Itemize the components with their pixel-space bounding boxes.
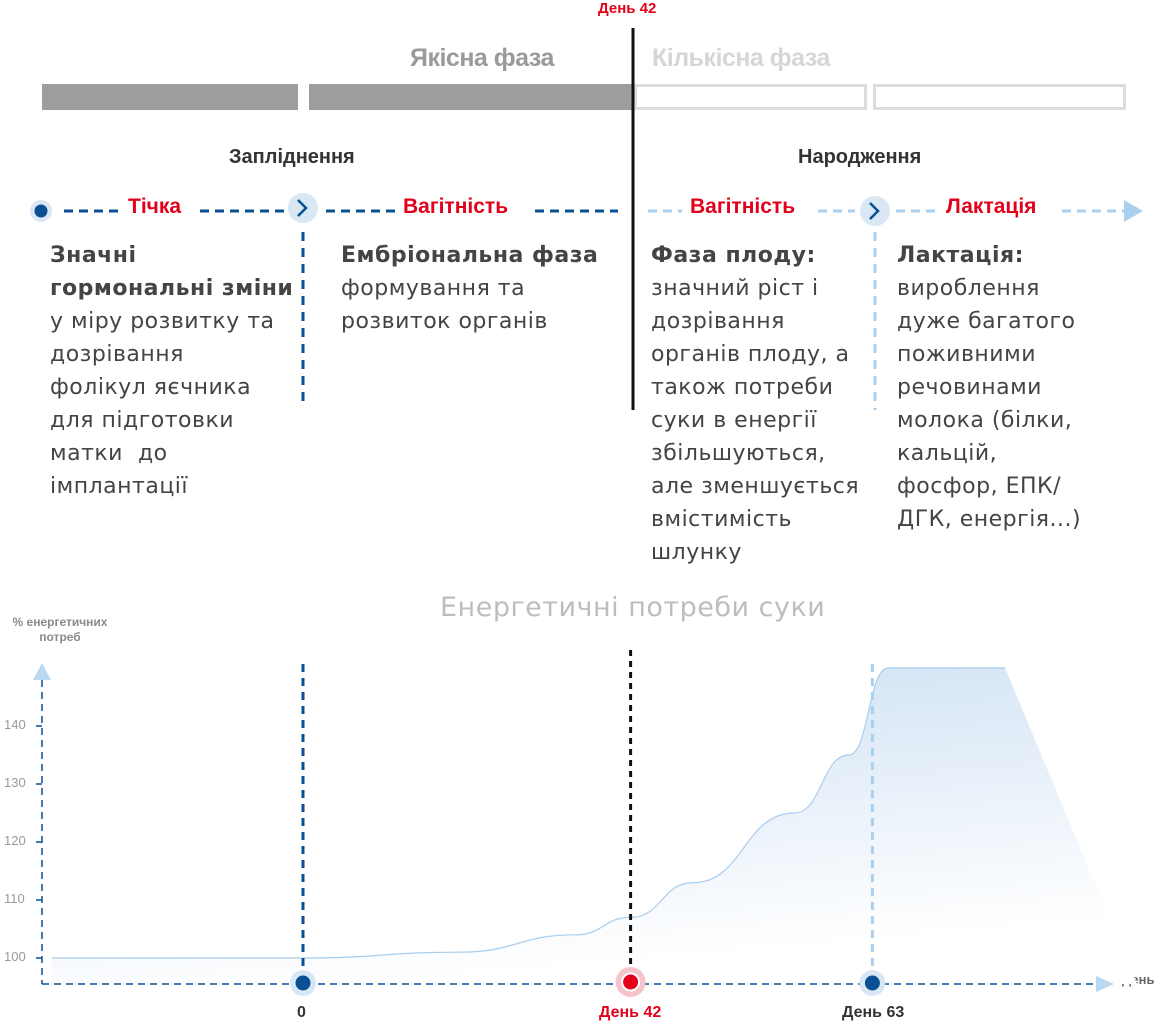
y-axis-label: % енергетичних потреб <box>12 615 108 644</box>
column-heat-head-line: Значні <box>50 243 137 268</box>
x-tick-label: День 63 <box>842 1004 905 1021</box>
column-lactation-line: дуже багатого <box>897 309 1076 334</box>
x-marker-dot <box>864 975 880 991</box>
y-axis-arrow-icon <box>33 663 51 680</box>
column-lactation-line: поживними <box>897 342 1037 367</box>
y-tick-label: 110 <box>4 891 25 906</box>
x-axis-arrow-icon <box>1096 976 1114 992</box>
column-embryo: Ембріональна фаза формування та розвиток… <box>341 239 621 338</box>
column-lactation-line: кальцій, <box>897 441 998 466</box>
column-heat-line: матки до <box>50 441 168 466</box>
column-lactation-line: фосфор, ЕПК/ <box>897 474 1062 499</box>
phase-bar-4 <box>873 84 1126 110</box>
column-lactation-line: молока (білки, <box>897 408 1073 433</box>
day-42-top-label: День 42 <box>598 0 657 17</box>
column-lactation-line: вироблення <box>897 276 1040 301</box>
phase-bar-1 <box>42 84 298 110</box>
timeline-arrow-icon <box>1124 200 1143 222</box>
stage-label-pregnancy-1: Вагітність <box>395 195 517 219</box>
column-fetal-line: органів плоду, а <box>651 342 850 367</box>
column-fetal-line: збільшуються, <box>651 441 826 466</box>
y-tick-label: 140 <box>4 717 26 732</box>
column-heat-line: у міру розвитку та <box>50 309 275 334</box>
quantitative-phase-label: Кількісна фаза <box>652 44 830 72</box>
column-fetal-line: дозрівання <box>651 309 785 334</box>
column-embryo-line: формування та <box>341 276 526 301</box>
column-lactation-head-line: Лактація: <box>897 243 1024 268</box>
start-dot-icon <box>34 204 48 218</box>
column-embryo-head-line: Ембріональна фаза <box>341 243 599 268</box>
stage-label-pregnancy-2: Вагітність <box>682 195 804 219</box>
chevron-right-icon <box>860 196 890 226</box>
birth-label: Народження <box>798 146 922 168</box>
column-fetal-head-line: Фаза плоду: <box>651 243 816 268</box>
column-embryo-line: розвиток органів <box>341 309 548 334</box>
y-tick-label: 100 <box>4 949 26 964</box>
column-heat-line: дозрівання <box>50 342 184 367</box>
column-fetal-line: значний ріст і <box>651 276 819 301</box>
fertilization-label: Запліднення <box>229 146 355 168</box>
column-fetal: Фаза плоду: значний ріст і дозрівання ор… <box>651 239 871 569</box>
column-heat-line: фолікул яєчника <box>50 375 252 400</box>
qualitative-phase-label: Якісна фаза <box>410 44 554 72</box>
column-heat-head-line: гормональні зміни <box>50 276 294 301</box>
column-fetal-line: але зменшується <box>651 474 860 499</box>
column-heat-line: імплантації <box>50 474 189 499</box>
y-tick-label: 130 <box>4 775 26 790</box>
phase-bar-3 <box>634 84 867 110</box>
energy-curve <box>51 667 1005 959</box>
column-heat: Значні гормональні зміни у міру розвитку… <box>50 239 295 503</box>
column-fetal-line: суки в енергії <box>651 408 817 433</box>
stage-label-heat: Тічка <box>120 195 190 219</box>
column-lactation: Лактація: вироблення дуже багатого пожив… <box>897 239 1127 536</box>
column-fetal-line: вмістимість <box>651 507 792 532</box>
x-tick-label: День 42 <box>599 1004 662 1021</box>
x-marker-dot <box>621 972 641 992</box>
x-tick-label: 0 <box>297 1004 306 1021</box>
column-fetal-line: шлунку <box>651 540 742 565</box>
stage-label-lactation: Лактація <box>938 195 1045 219</box>
x-marker-dot <box>295 975 311 991</box>
chevron-right-icon <box>288 193 318 223</box>
column-lactation-line: ДГК, енергія...) <box>897 507 1082 532</box>
column-heat-line: для підготовки <box>50 408 235 433</box>
column-lactation-line: речовинами <box>897 375 1042 400</box>
column-fetal-line: також потреби <box>651 375 834 400</box>
chart-title: Енергетичні потреби суки <box>440 592 826 623</box>
y-tick-label: 120 <box>4 833 26 848</box>
phase-bar-2 <box>309 84 633 110</box>
energy-area <box>52 668 1137 984</box>
